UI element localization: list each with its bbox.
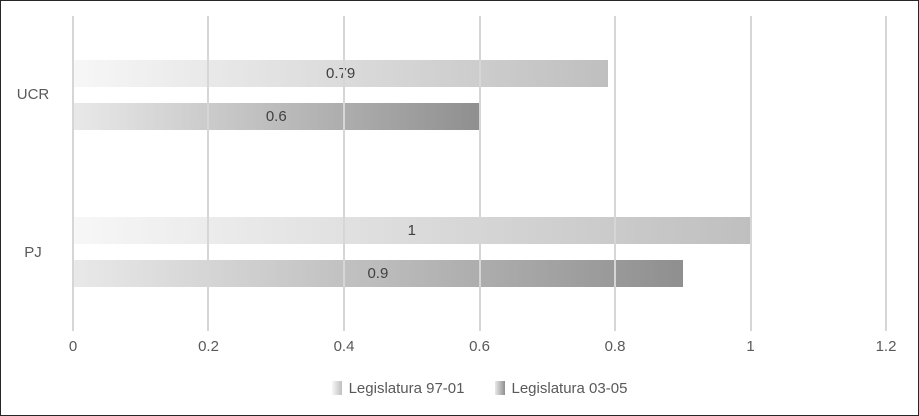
bar-data-label: 1 xyxy=(407,222,416,240)
legend: Legislatura 97-01 Legislatura 03-05 xyxy=(73,376,886,400)
gridline xyxy=(613,16,616,331)
gridline xyxy=(207,16,210,331)
value-tick-label: 0.2 xyxy=(198,338,219,355)
category-tick-label: UCR xyxy=(16,86,50,104)
value-tick-label: 0 xyxy=(68,338,78,355)
legend-entry: Legislatura 97-01 xyxy=(331,379,465,397)
value-tick-label: 0.8 xyxy=(604,338,626,355)
gridline xyxy=(478,16,481,331)
gridline xyxy=(342,16,345,331)
category-row: 1 0.9 xyxy=(73,174,886,332)
value-tick-label: 0.4 xyxy=(333,338,355,355)
legend-label: Legislatura 03-05 xyxy=(511,379,628,397)
gridline xyxy=(885,16,887,331)
gridline xyxy=(749,16,752,331)
bar-series-1-cat-0: 0.6 xyxy=(73,102,480,130)
legend-entry: Legislatura 03-05 xyxy=(494,379,628,397)
bar-series-0-cat-1: 1 xyxy=(73,217,751,245)
plot-area: 0.79 0.6 1 0.9 xyxy=(72,16,887,332)
bar-series-1-cat-1: 0.9 xyxy=(73,260,683,288)
bar-series-0-cat-0: 0.79 xyxy=(73,59,609,87)
value-tick-label: 0.6 xyxy=(469,338,490,355)
value-tick-label: 1.2 xyxy=(875,338,897,355)
gridline xyxy=(72,16,74,331)
legend-label: Legislatura 97-01 xyxy=(348,379,465,397)
legend-marker-icon xyxy=(331,381,342,395)
bar-data-label: 0.6 xyxy=(265,107,287,125)
value-tick-label: 1 xyxy=(746,338,755,355)
category-tick-label: PJ xyxy=(24,243,42,261)
legend-marker-icon xyxy=(494,381,505,395)
bar-data-label: 0.9 xyxy=(367,265,389,283)
bar-data-label: 0.79 xyxy=(326,64,356,82)
category-row: 0.79 0.6 xyxy=(73,16,886,174)
